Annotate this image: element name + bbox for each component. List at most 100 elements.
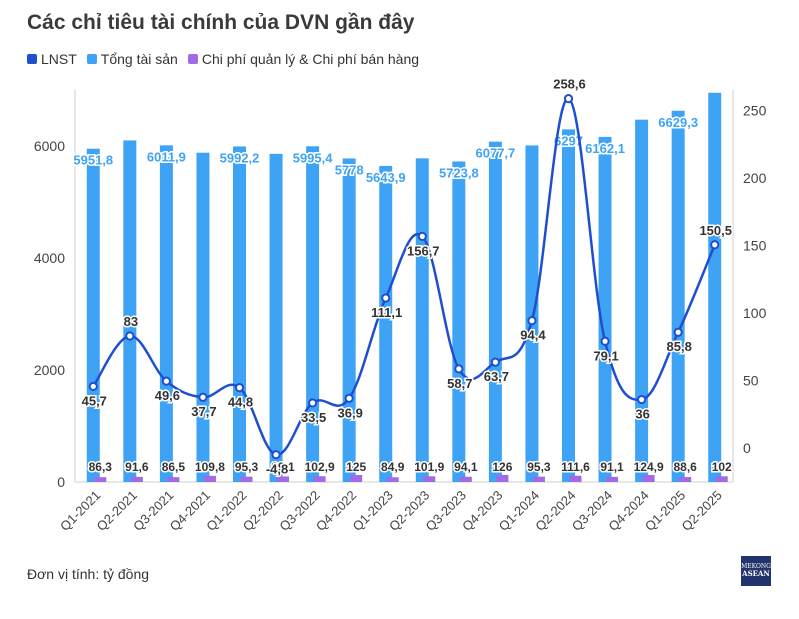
- expense-bar-label: 95,3: [235, 460, 259, 474]
- legend-swatch-total-assets: [86, 54, 97, 64]
- left-axis-tick-1: 2000: [34, 362, 65, 378]
- asset-bar: [562, 129, 575, 483]
- asset-bar-label: 6011,9: [147, 149, 186, 164]
- left-axis-tick-0: 0: [57, 474, 65, 490]
- expense-bar: [423, 476, 436, 482]
- lnst-point: [381, 293, 391, 303]
- asset-bar: [196, 152, 210, 482]
- expense-bar-label: 102,9: [305, 460, 335, 474]
- asset-bar-label: 5995,4: [293, 150, 334, 165]
- legend-item-expenses[interactable]: Chi phí quản lý & Chi phí bán hàng: [187, 51, 420, 67]
- lnst-point: [600, 336, 610, 346]
- legend-item-total-assets[interactable]: Tổng tài sản: [86, 51, 178, 67]
- lnst-point: [198, 392, 208, 402]
- expense-bar: [313, 476, 326, 482]
- lnst-point: [527, 316, 537, 326]
- lnst-point-label: 94,4: [520, 328, 546, 343]
- expense-bar: [240, 476, 253, 482]
- lnst-point-label: 33,5: [301, 410, 326, 425]
- expense-bar: [715, 476, 728, 482]
- lnst-point-label: 258,6: [553, 77, 586, 92]
- legend-swatch-lnst: [27, 54, 37, 64]
- unit-note: Đơn vị tính: tỷ đồng: [27, 566, 150, 582]
- asset-bar-label: 5723,8: [439, 165, 479, 180]
- expense-bar: [203, 475, 216, 482]
- expense-bar: [277, 476, 290, 482]
- asset-bar-label: 6629,3: [658, 115, 698, 130]
- lnst-point: [271, 450, 281, 460]
- expense-bar-label: 88,6: [673, 460, 697, 474]
- legend-item-lnst[interactable]: LNST: [27, 51, 77, 67]
- expense-bar: [386, 477, 399, 482]
- expense-bar-label: 124,9: [634, 460, 664, 474]
- right-axis-tick-1: 50: [743, 373, 759, 389]
- lnst-point-label: 36,9: [338, 405, 363, 420]
- expense-bar: [606, 476, 619, 482]
- asset-bar: [86, 148, 100, 482]
- lnst-point-label: 85,8: [667, 339, 692, 354]
- lnst-point: [710, 240, 720, 250]
- lnst-point-label: 79,1: [593, 348, 618, 363]
- asset-bar: [488, 141, 502, 482]
- right-axis-tick-2: 100: [743, 305, 767, 321]
- legend-label-total-assets: Tổng tài sản: [100, 51, 178, 67]
- expense-bar-label: 86,5: [162, 460, 186, 474]
- lnst-point: [125, 331, 135, 341]
- lnst-point-label: 63,7: [484, 369, 509, 384]
- asset-bar-label: 5992,2: [220, 150, 260, 165]
- lnst-point-label: 83: [124, 314, 138, 329]
- legend-label-expenses: Chi phí quản lý & Chi phí bán hàng: [201, 51, 420, 67]
- lnst-point: [454, 364, 464, 374]
- right-axis-tick-3: 150: [743, 237, 767, 253]
- lnst-point: [161, 376, 171, 386]
- expense-bar-label: 125: [346, 460, 366, 474]
- right-axis-tick-5: 250: [743, 102, 767, 118]
- expense-bar-label: 126: [492, 460, 512, 474]
- asset-bar-label: 6077,7: [476, 146, 516, 161]
- expense-bar: [496, 474, 509, 482]
- expense-bar: [350, 475, 363, 482]
- legend-label-lnst: LNST: [41, 51, 77, 67]
- expense-bar-label: 109,8: [195, 460, 225, 474]
- right-axis-tick-4: 200: [743, 170, 767, 186]
- asset-bar: [708, 92, 722, 483]
- asset-bar: [123, 140, 137, 482]
- lnst-point-label: 150,5: [699, 223, 732, 238]
- expense-bar-label: 94,1: [454, 460, 478, 474]
- asset-bar: [269, 153, 283, 482]
- lnst-point-label: 111,1: [371, 305, 402, 320]
- expense-bar-label: 102: [712, 460, 732, 474]
- expense-bar: [459, 476, 472, 482]
- lnst-point: [234, 383, 245, 393]
- lnst-point: [417, 231, 427, 241]
- expense-bar-label: 95,3: [527, 460, 551, 474]
- lnst-point: [308, 398, 318, 408]
- asset-bar: [598, 136, 612, 482]
- lnst-point: [490, 357, 500, 367]
- expense-bar: [167, 477, 180, 482]
- asset-bar-label: 5951,8: [73, 153, 113, 168]
- chart-legend: LNST Tổng tài sản Chi phí quản lý & Chi …: [27, 51, 429, 67]
- combo-chart: 0 2000 4000 6000 0 50 100 150 200 250 5951,8 6011,9…: [34, 75, 767, 534]
- lnst-point-label: -4,8: [266, 462, 288, 477]
- asset-bar-label: 6297: [554, 133, 583, 148]
- legend-swatch-expenses: [187, 54, 198, 64]
- lnst-point: [88, 381, 98, 392]
- logo-line-1: MEKONG: [741, 562, 771, 570]
- asset-bar: [635, 119, 649, 483]
- asset-bar: [671, 110, 685, 482]
- lnst-point-label: 37,7: [191, 404, 216, 419]
- expense-bar: [532, 476, 545, 482]
- asset-bar-label: 6162,1: [585, 141, 625, 156]
- lnst-point-label: 49,6: [155, 388, 180, 403]
- lnst-point-label: 45,7: [82, 393, 107, 408]
- left-axis-tick-2: 4000: [34, 250, 65, 266]
- expense-bar-label: 99,1: [271, 460, 295, 474]
- lnst-point-label: 36: [635, 407, 649, 422]
- right-axis-tick-0: 0: [743, 440, 751, 456]
- expense-bar-label: 91,6: [125, 460, 149, 474]
- asset-bar: [233, 146, 246, 482]
- mekong-asean-logo: MEKONG ASEAN: [741, 556, 771, 586]
- lnst-point: [673, 327, 683, 337]
- expense-bar: [679, 477, 692, 482]
